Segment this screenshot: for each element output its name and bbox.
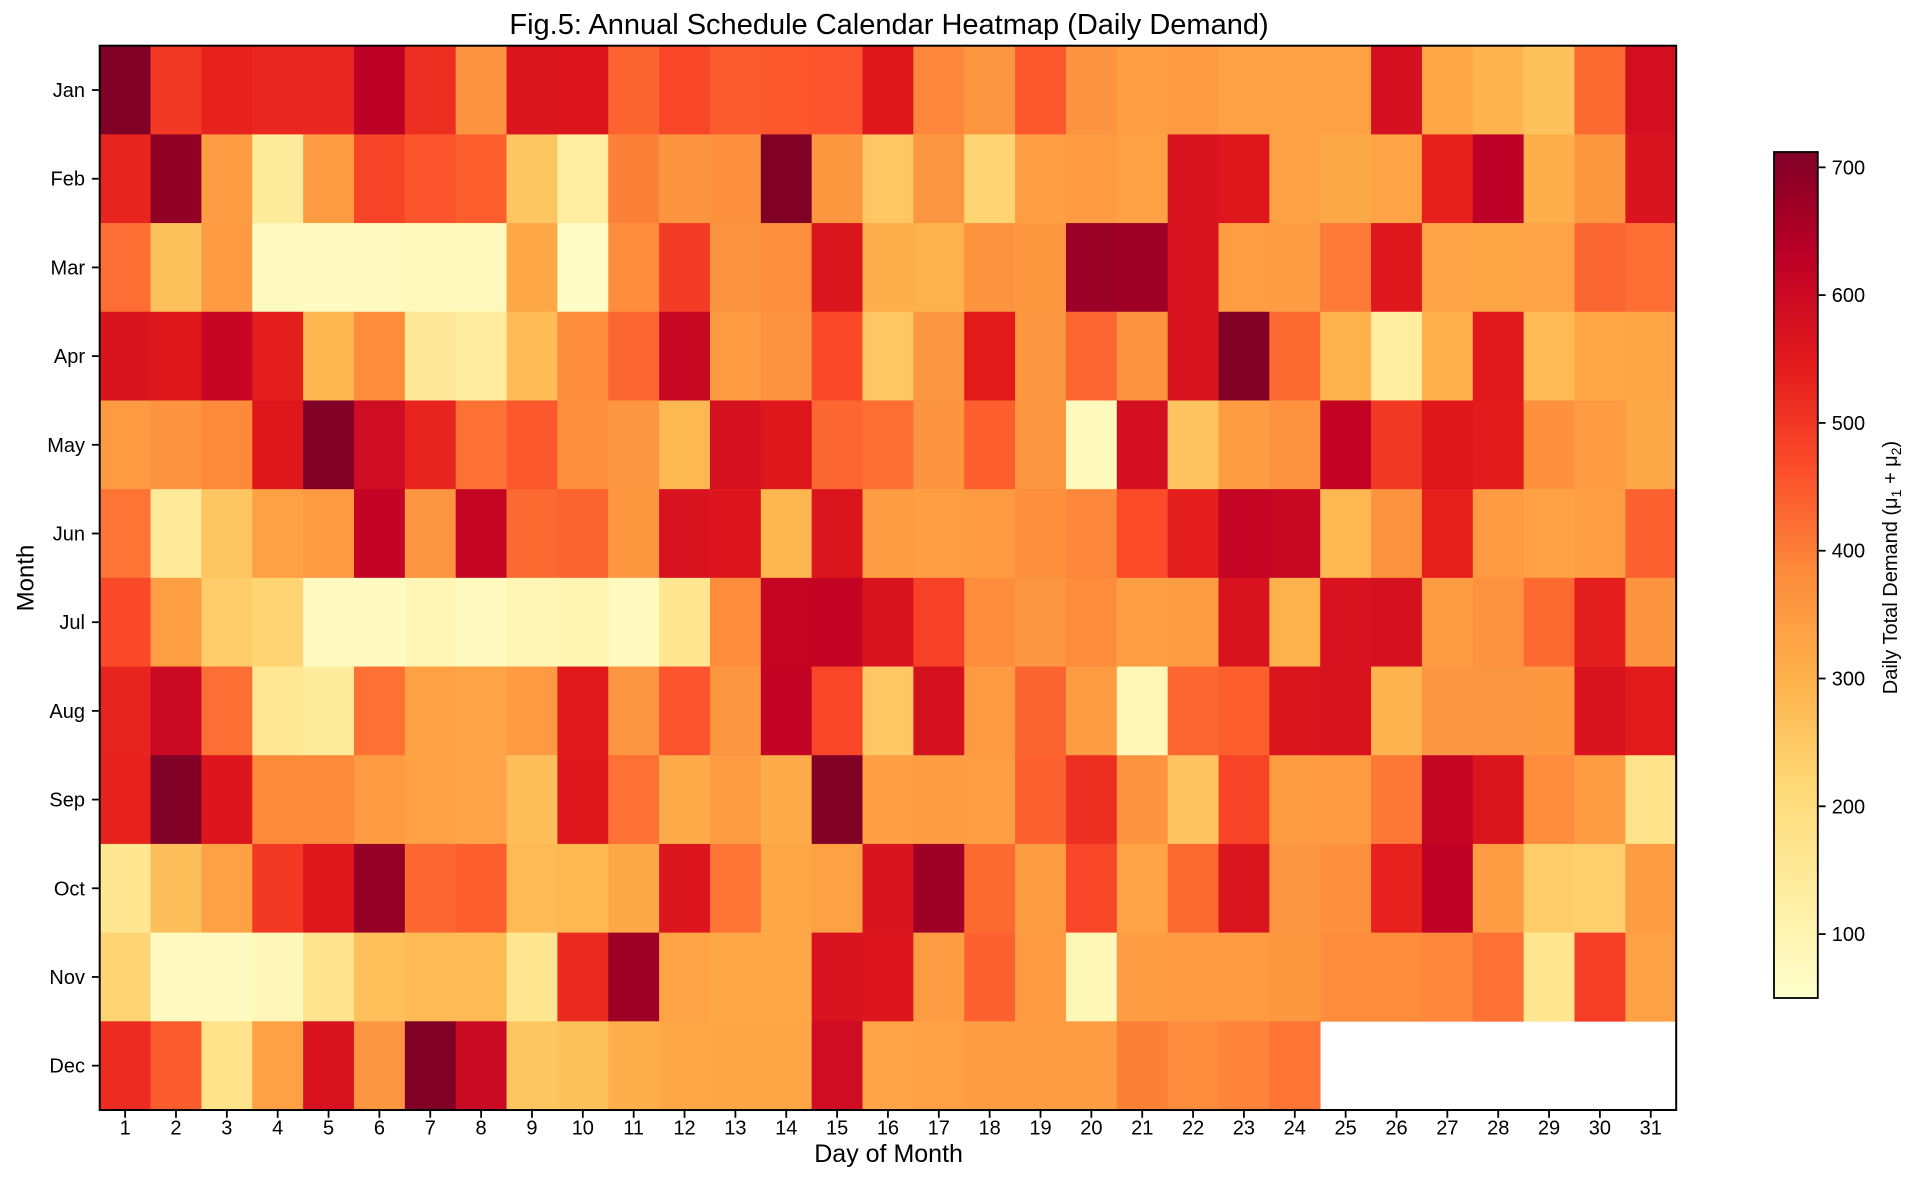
svg-text:Month: Month — [13, 545, 40, 612]
svg-text:7: 7 — [425, 1118, 436, 1140]
svg-text:5: 5 — [323, 1118, 334, 1140]
svg-text:Jul: Jul — [59, 612, 85, 634]
svg-text:Sep: Sep — [49, 790, 85, 812]
svg-text:11: 11 — [623, 1118, 644, 1140]
svg-text:27: 27 — [1436, 1118, 1458, 1140]
svg-text:30: 30 — [1589, 1118, 1611, 1140]
svg-text:Jun: Jun — [53, 524, 85, 546]
svg-text:29: 29 — [1538, 1118, 1560, 1140]
svg-text:Fig.5: Annual Schedule Calenda: Fig.5: Annual Schedule Calendar Heatmap … — [509, 9, 1268, 41]
svg-text:9: 9 — [526, 1118, 537, 1140]
svg-text:Oct: Oct — [54, 878, 86, 900]
svg-text:Jan: Jan — [53, 80, 85, 102]
svg-text:12: 12 — [673, 1118, 695, 1140]
svg-text:100: 100 — [1832, 924, 1865, 946]
svg-text:Apr: Apr — [54, 346, 85, 368]
svg-text:4: 4 — [272, 1118, 283, 1140]
svg-text:23: 23 — [1233, 1118, 1255, 1140]
svg-text:8: 8 — [476, 1118, 487, 1140]
svg-text:26: 26 — [1385, 1118, 1407, 1140]
svg-text:31: 31 — [1640, 1118, 1662, 1140]
svg-text:28: 28 — [1487, 1118, 1509, 1140]
svg-text:200: 200 — [1832, 796, 1865, 818]
svg-text:500: 500 — [1832, 413, 1865, 435]
svg-text:Feb: Feb — [51, 169, 85, 191]
svg-text:1: 1 — [120, 1118, 131, 1140]
svg-text:700: 700 — [1832, 157, 1865, 179]
svg-text:24: 24 — [1284, 1118, 1306, 1140]
svg-text:6: 6 — [374, 1118, 385, 1140]
svg-text:Nov: Nov — [49, 967, 85, 989]
svg-text:14: 14 — [775, 1118, 797, 1140]
svg-text:19: 19 — [1029, 1118, 1051, 1140]
svg-text:21: 21 — [1131, 1118, 1153, 1140]
svg-text:May: May — [47, 435, 85, 457]
svg-text:400: 400 — [1832, 541, 1865, 563]
svg-text:20: 20 — [1080, 1118, 1102, 1140]
svg-text:Mar: Mar — [51, 257, 86, 279]
svg-text:Day of Month: Day of Month — [814, 1140, 963, 1168]
svg-text:18: 18 — [979, 1118, 1001, 1140]
svg-text:13: 13 — [724, 1118, 746, 1140]
svg-text:300: 300 — [1832, 669, 1865, 691]
svg-text:25: 25 — [1335, 1118, 1357, 1140]
svg-text:Dec: Dec — [49, 1056, 85, 1078]
svg-text:600: 600 — [1832, 285, 1865, 307]
svg-text:16: 16 — [877, 1118, 899, 1140]
svg-text:15: 15 — [826, 1118, 848, 1140]
svg-text:Aug: Aug — [49, 701, 85, 723]
svg-text:17: 17 — [928, 1118, 950, 1140]
svg-text:10: 10 — [572, 1118, 594, 1140]
svg-text:2: 2 — [170, 1118, 181, 1140]
svg-text:3: 3 — [221, 1118, 232, 1140]
svg-text:Daily Total Demand (μ1 + μ2): Daily Total Demand (μ1 + μ2) — [1880, 441, 1904, 694]
svg-text:22: 22 — [1182, 1118, 1204, 1140]
